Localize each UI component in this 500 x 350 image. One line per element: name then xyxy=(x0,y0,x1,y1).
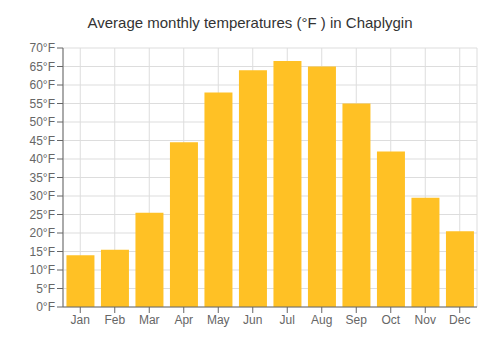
svg-text:60°F: 60°F xyxy=(30,78,55,92)
svg-text:25°F: 25°F xyxy=(30,208,55,222)
svg-text:Jul: Jul xyxy=(280,313,295,327)
svg-text:May: May xyxy=(207,313,230,327)
svg-text:30°F: 30°F xyxy=(30,189,55,203)
svg-text:Feb: Feb xyxy=(104,313,125,327)
svg-text:5°F: 5°F xyxy=(36,282,55,296)
svg-text:40°F: 40°F xyxy=(30,152,55,166)
svg-text:10°F: 10°F xyxy=(30,263,55,277)
svg-text:15°F: 15°F xyxy=(30,245,55,259)
svg-text:Mar: Mar xyxy=(139,313,160,327)
svg-text:Apr: Apr xyxy=(174,313,193,327)
svg-text:Oct: Oct xyxy=(381,313,400,327)
svg-text:35°F: 35°F xyxy=(30,171,55,185)
svg-text:0°F: 0°F xyxy=(36,300,55,314)
svg-text:Nov: Nov xyxy=(415,313,436,327)
svg-text:20°F: 20°F xyxy=(30,226,55,240)
svg-text:Jun: Jun xyxy=(243,313,262,327)
svg-text:Jan: Jan xyxy=(71,313,90,327)
svg-text:50°F: 50°F xyxy=(30,115,55,129)
svg-text:65°F: 65°F xyxy=(30,60,55,74)
svg-text:55°F: 55°F xyxy=(30,97,55,111)
svg-text:Sep: Sep xyxy=(346,313,368,327)
html-text:Average monthly temperatures (: Average monthly temperatures (°F ) in Ch… xyxy=(87,14,413,31)
svg-text:45°F: 45°F xyxy=(30,134,55,148)
svg-text:Dec: Dec xyxy=(449,313,470,327)
svg-text:70°F: 70°F xyxy=(30,41,55,55)
svg-text:Aug: Aug xyxy=(311,313,332,327)
